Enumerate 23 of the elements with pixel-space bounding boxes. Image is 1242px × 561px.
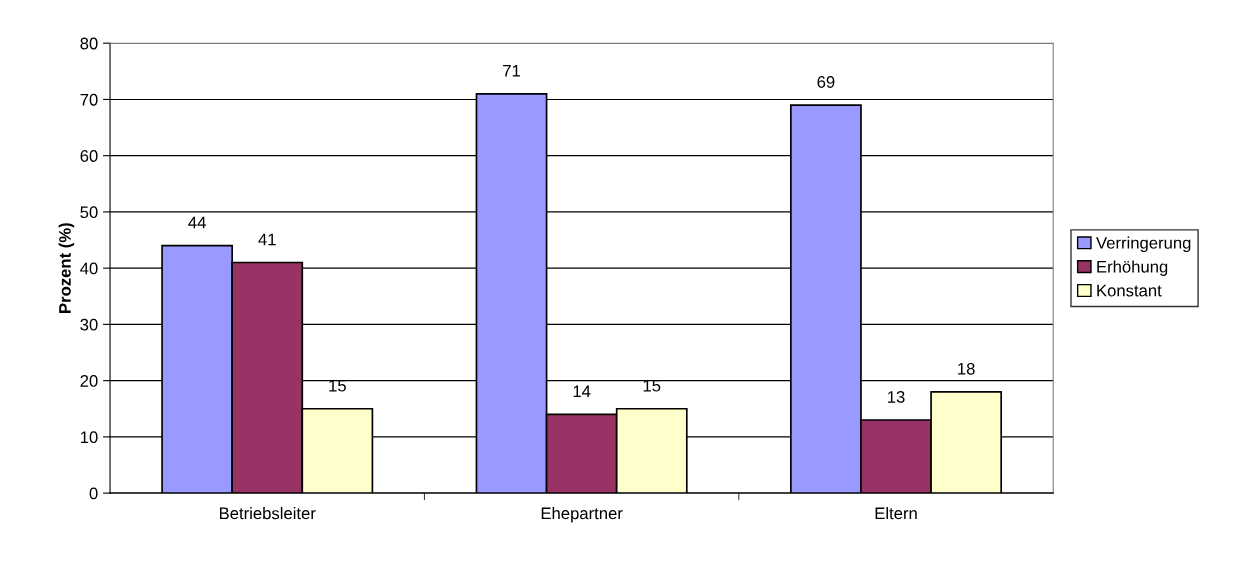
data-label: 18 [958, 362, 975, 375]
data-label: 14 [573, 385, 591, 398]
x-tick-label: Betriebsleiter [219, 507, 316, 520]
data-label: 41 [258, 233, 276, 246]
legend-label: Konstant [1097, 284, 1162, 297]
y-tick-label: 60 [80, 150, 98, 162]
data-label: 71 [503, 65, 520, 77]
y-tick-label: 10 [80, 431, 98, 444]
data-label: 69 [817, 76, 835, 88]
y-tick-label: 30 [80, 318, 98, 331]
y-tick-label: 40 [80, 262, 98, 275]
x-tick-label: Ehepartner [541, 507, 623, 523]
y-tick-label: 70 [80, 93, 98, 106]
y-tick-label: 0 [89, 487, 98, 500]
y-tick-label: 50 [80, 206, 98, 219]
data-label: 13 [888, 391, 905, 403]
legend-label: Erhöhung [1097, 260, 1168, 276]
legend-label: Verringerung [1096, 236, 1191, 253]
y-tick-label: 20 [80, 375, 98, 387]
y-tick-label: 80 [80, 37, 98, 50]
x-tick-label: Eltern [875, 507, 917, 520]
data-label: 44 [188, 216, 206, 229]
y-axis-title: Prozent (%) [58, 223, 75, 313]
